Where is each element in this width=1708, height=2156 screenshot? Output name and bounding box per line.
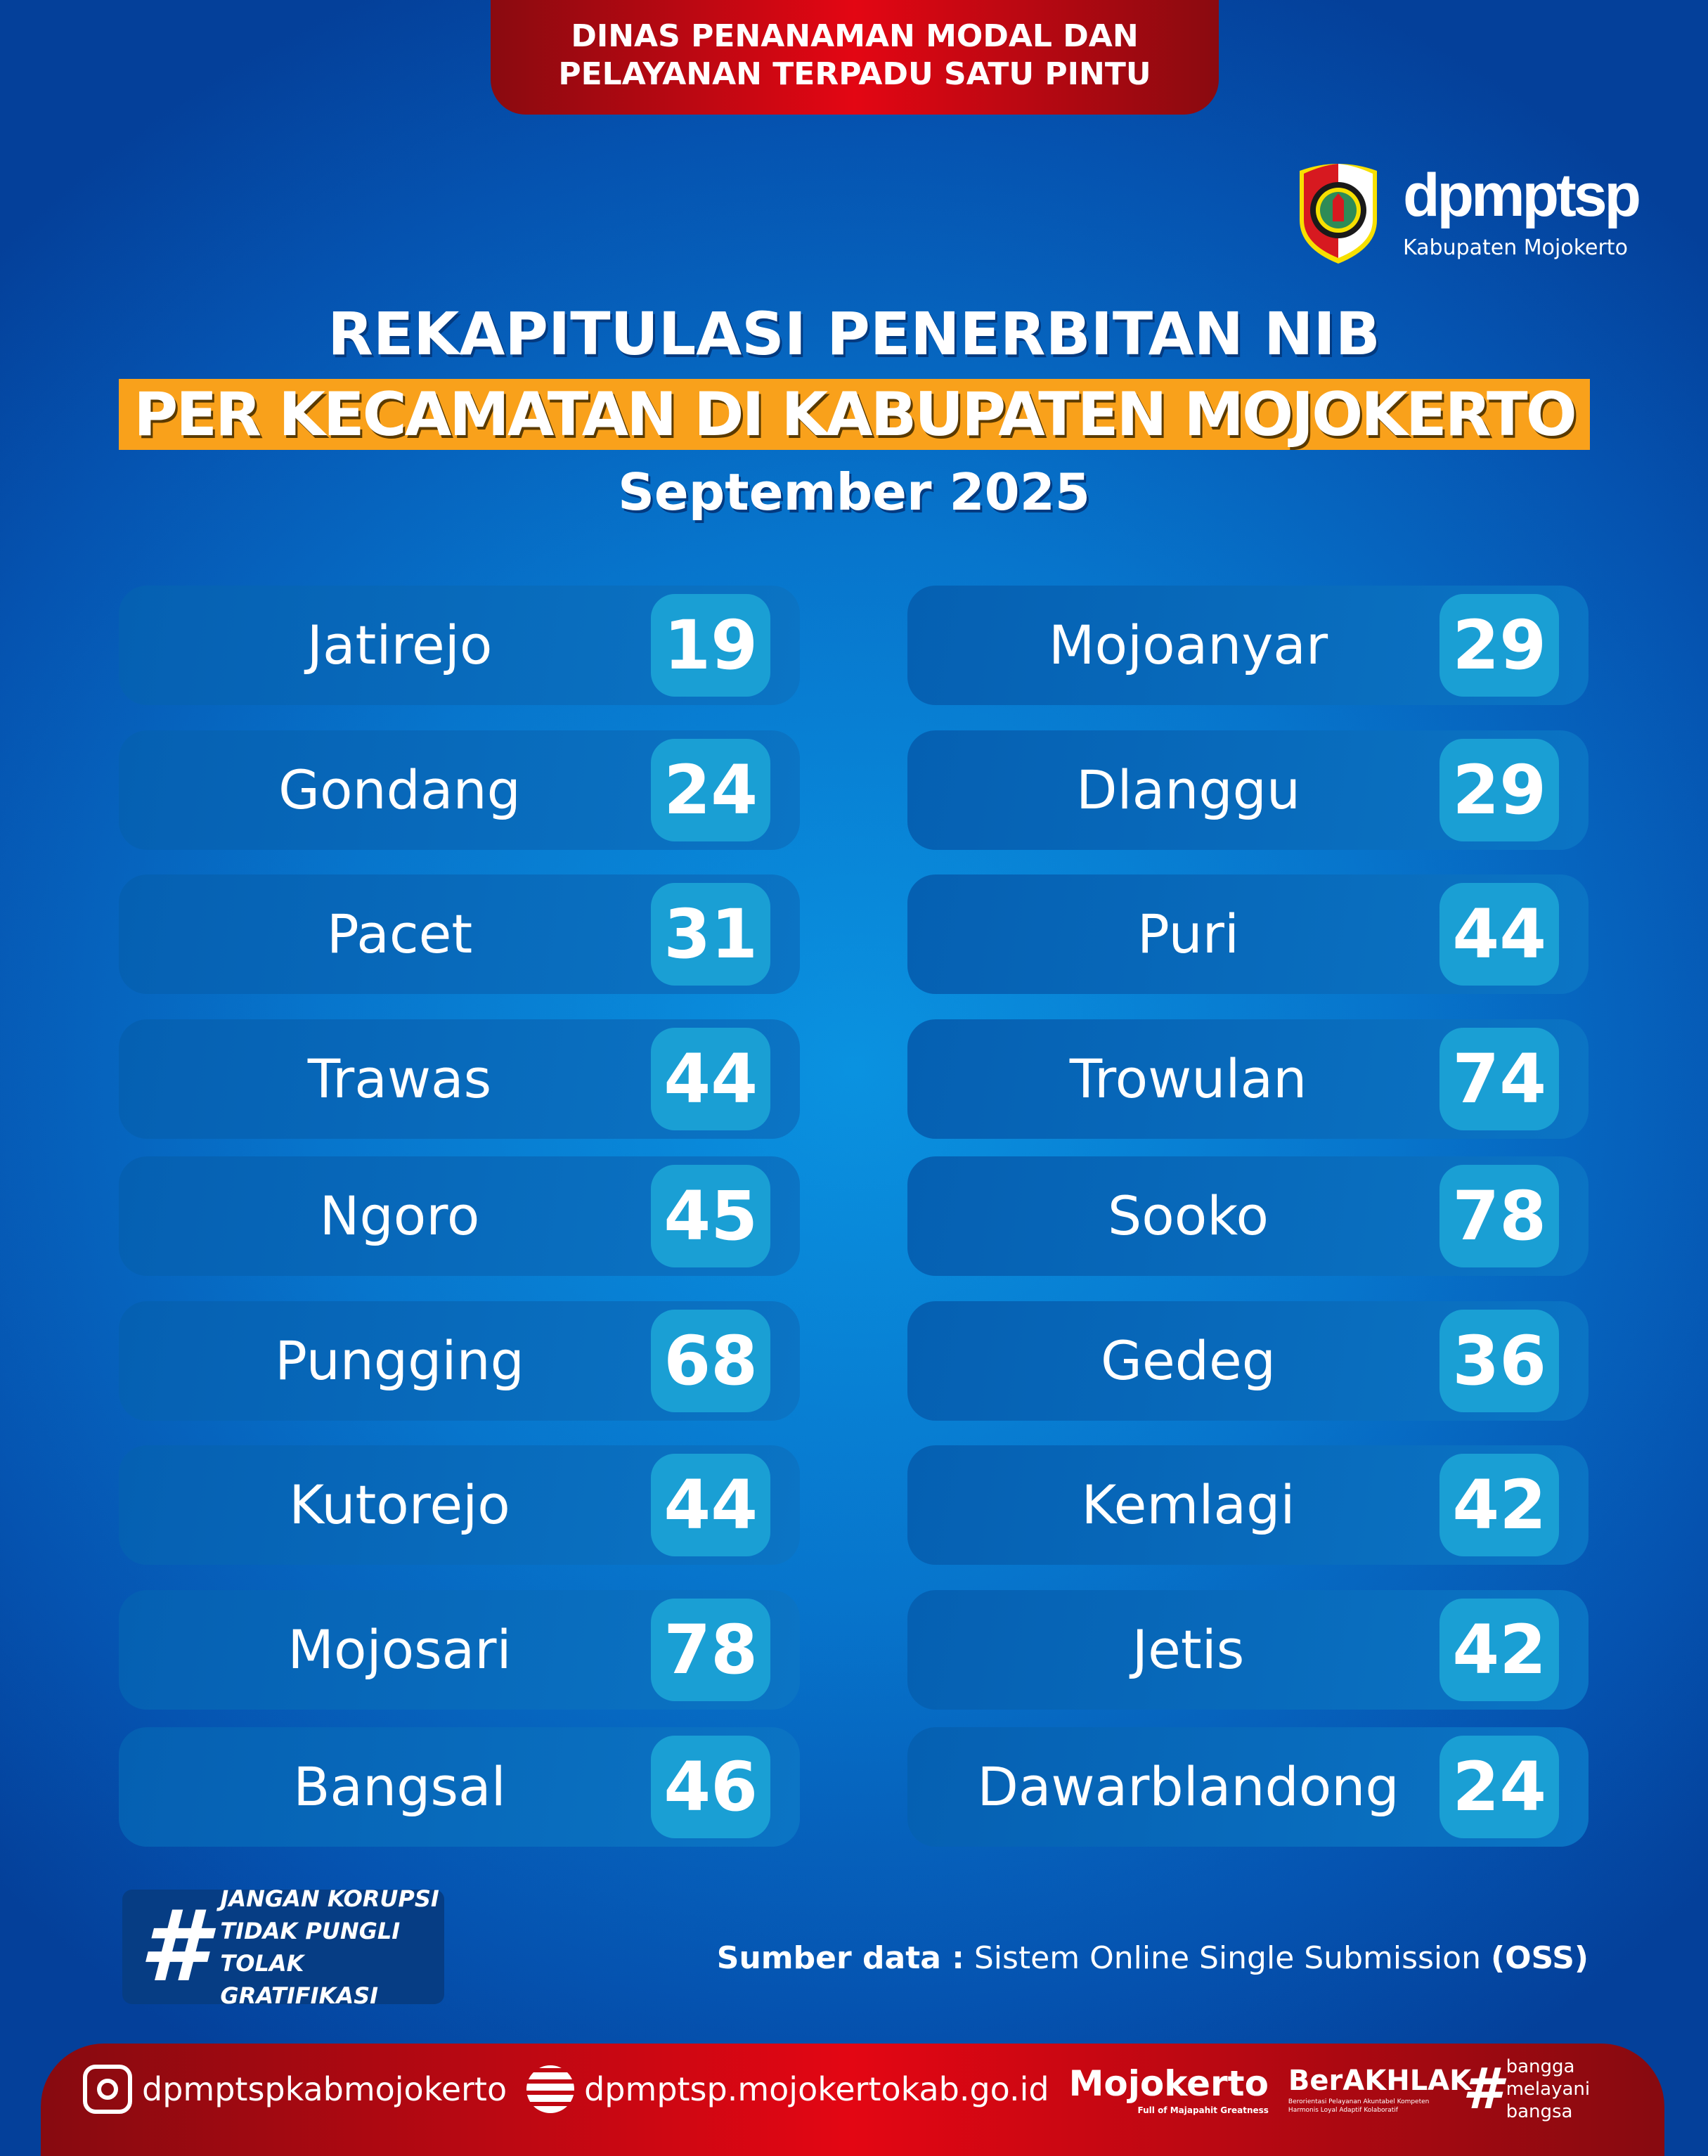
berakhlak-text: BerAKHLAK xyxy=(1288,2065,1472,2097)
agency-name-line2: PELAYANAN TERPADU SATU PINTU xyxy=(558,56,1151,92)
globe-icon xyxy=(526,2065,575,2113)
agency-name-line1: DINAS PENANAMAN MODAL DAN xyxy=(571,18,1139,54)
nib-count-badge: 19 xyxy=(651,594,770,697)
district-row: Kemlagi 42 xyxy=(907,1445,1589,1565)
berakhlak-logo: BerAKHLAK Berorientasi Pelayanan Akuntab… xyxy=(1288,2064,1472,2115)
nib-count-badge: 46 xyxy=(651,1736,770,1838)
district-row: Jetis 42 xyxy=(907,1590,1589,1710)
district-row: Mojoanyar 29 xyxy=(907,586,1589,705)
hashtag-icon: # xyxy=(1462,2056,1502,2122)
district-row: Gondang 24 xyxy=(119,730,800,850)
mojokerto-logo-text: Mojokerto xyxy=(1068,2063,1269,2104)
district-row: Dlanggu 29 xyxy=(907,730,1589,850)
nib-count-badge: 68 xyxy=(651,1310,770,1412)
nib-count-badge: 36 xyxy=(1439,1310,1559,1412)
district-name: Jetis xyxy=(1132,1618,1245,1681)
district-row: Pungging 68 xyxy=(119,1301,800,1421)
nib-count-badge: 44 xyxy=(651,1454,770,1556)
district-row: Trawas 44 xyxy=(119,1019,800,1139)
district-name: Gedeg xyxy=(1101,1329,1276,1392)
nib-count-badge: 24 xyxy=(1439,1736,1559,1838)
dpmptsp-brand-logo: dpmptsp xyxy=(1403,162,1641,229)
instagram-icon xyxy=(83,2065,132,2114)
district-name: Kemlagi xyxy=(1081,1473,1295,1536)
nib-count-badge: 78 xyxy=(651,1599,770,1701)
district-name: Dawarblandong xyxy=(977,1755,1399,1818)
district-name: Bangsal xyxy=(293,1755,506,1818)
district-row: Dawarblandong 24 xyxy=(907,1727,1589,1847)
district-name: Mojoanyar xyxy=(1048,614,1328,676)
district-row: Puri 44 xyxy=(907,874,1589,994)
mojokerto-logo: Mojokerto Full of Majapahit Greatness xyxy=(1069,2063,1269,2116)
slogan-line: TOLAK GRATIFIKASI xyxy=(220,1949,379,2009)
bangga-word: bangsa xyxy=(1506,2101,1573,2122)
nib-count-badge: 29 xyxy=(1439,739,1559,841)
district-name: Trawas xyxy=(307,1047,492,1110)
instagram-handle: dpmptspkabmojokerto xyxy=(142,2070,507,2108)
district-name: Mojosari xyxy=(287,1618,512,1681)
nib-count-badge: 44 xyxy=(1439,883,1559,986)
mojokerto-tagline: Full of Majapahit Greatness xyxy=(1137,2105,1269,2115)
source-label: Sumber data : xyxy=(716,1940,964,1976)
nib-count-badge: 78 xyxy=(1439,1165,1559,1267)
nib-count-badge: 45 xyxy=(651,1165,770,1267)
source-text: Sistem Online Single Submission xyxy=(973,1940,1481,1976)
slogan-line: JANGAN KORUPSI xyxy=(220,1885,439,1912)
data-source: Sumber data : Sistem Online Single Submi… xyxy=(717,1939,1589,1978)
district-name: Jatirejo xyxy=(306,614,493,676)
brand-subtitle: Kabupaten Mojokerto xyxy=(1403,235,1628,260)
district-name: Kutorejo xyxy=(289,1473,510,1536)
nib-count-badge: 42 xyxy=(1439,1599,1559,1701)
hashtag-icon: # xyxy=(139,1889,208,2004)
anti-corruption-slogan: # JANGAN KORUPSI TIDAK PUNGLI TOLAK GRAT… xyxy=(122,1885,444,2009)
nib-count-badge: 42 xyxy=(1439,1454,1559,1556)
nib-count-badge: 44 xyxy=(651,1028,770,1130)
district-row: Trowulan 74 xyxy=(907,1019,1589,1139)
district-row: Jatirejo 19 xyxy=(119,586,800,705)
district-row: Kutorejo 44 xyxy=(119,1445,800,1565)
nib-count-badge: 31 xyxy=(651,883,770,986)
mojokerto-emblem-logo xyxy=(1300,164,1377,264)
nib-count-badge: 24 xyxy=(651,739,770,841)
district-row: Sooko 78 xyxy=(907,1156,1589,1276)
page-title: REKAPITULASI PENERBITAN NIB xyxy=(328,299,1380,368)
district-row: Ngoro 45 xyxy=(119,1156,800,1276)
district-row: Bangsal 46 xyxy=(119,1727,800,1847)
district-name: Pungging xyxy=(275,1329,524,1392)
district-name: Gondang xyxy=(278,759,521,821)
website-link[interactable]: dpmptsp.mojokertokab.go.id xyxy=(526,2065,1049,2113)
bangga-melayani-bangsa-logo: # bangga melayani bangsa xyxy=(1463,2055,1590,2123)
slogan-line: TIDAK PUNGLI xyxy=(220,1917,401,1944)
berakhlak-tagline: Berorientasi Pelayanan Akuntabel Kompete… xyxy=(1288,2098,1430,2114)
instagram-link[interactable]: dpmptspkabmojokerto xyxy=(83,2065,507,2114)
district-row: Mojosari 78 xyxy=(119,1590,800,1710)
district-name: Dlanggu xyxy=(1075,759,1301,821)
page-subtitle-bar: PER KECAMATAN DI KABUPATEN MOJOKERTO xyxy=(119,379,1590,450)
district-row: Pacet 31 xyxy=(119,874,800,994)
footer-bar: dpmptspkabmojokerto dpmptsp.mojokertokab… xyxy=(41,2044,1664,2156)
district-name: Pacet xyxy=(326,903,473,965)
district-name: Ngoro xyxy=(319,1184,480,1247)
district-name: Sooko xyxy=(1107,1184,1269,1247)
nib-count-badge: 29 xyxy=(1439,594,1559,697)
period-label: September 2025 xyxy=(618,463,1090,522)
district-name: Trowulan xyxy=(1069,1047,1307,1110)
district-name: Puri xyxy=(1137,903,1240,965)
website-url: dpmptsp.mojokertokab.go.id xyxy=(584,2070,1049,2108)
district-row: Gedeg 36 xyxy=(907,1301,1589,1421)
nib-count-badge: 74 xyxy=(1439,1028,1559,1130)
agency-banner: DINAS PENANAMAN MODAL DAN PELAYANAN TERP… xyxy=(491,0,1219,115)
bangga-word: bangga xyxy=(1506,2056,1575,2077)
bangga-word: melayani xyxy=(1506,2079,1591,2100)
source-abbr: (OSS) xyxy=(1490,1940,1589,1976)
